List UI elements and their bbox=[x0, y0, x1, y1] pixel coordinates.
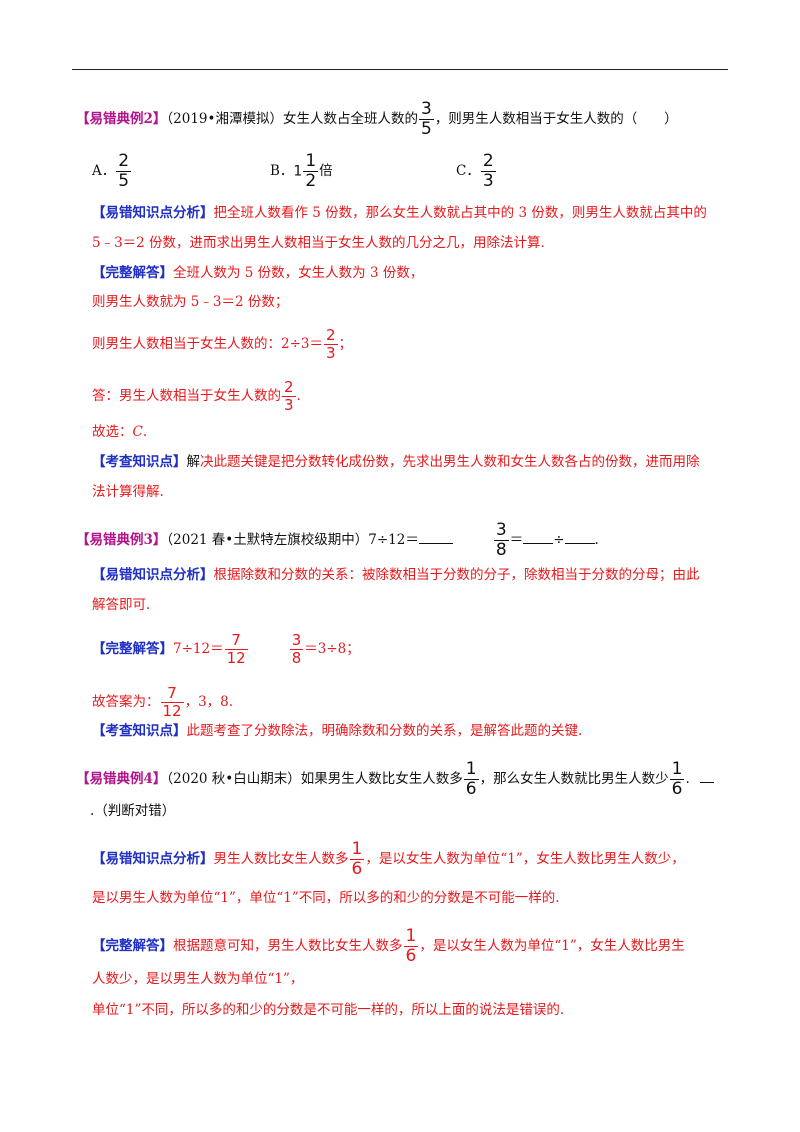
ex2-analysis: 【易错知识点分析】把全班人数看作 5 份数，那么女生人数就占其中的 3 份数，则… bbox=[92, 205, 707, 221]
ex2-source: （2019•湘潭模拟） bbox=[166, 111, 283, 127]
ex4-question: 【易错典例4】（2020 秋•白山期末）如果男生人数比女生人数多 1 6 ，那么女生人… bbox=[76, 761, 714, 798]
ex4-analysis: 【易错知识点分析】男生人数比女生人数多 1 6 ，是以女生人数为单位“1”，女生人数比… bbox=[92, 839, 685, 879]
ex3-analysis: 【易错知识点分析】根据除数和分数的关系：被除数相当于分数的分子，除数相当于分数的… bbox=[92, 567, 700, 583]
ex2-answer-tag: 【完整解答】 bbox=[92, 265, 173, 281]
header-rule bbox=[72, 69, 728, 70]
ex2-tag: 【易错典例2】 bbox=[76, 111, 167, 127]
ex2-point-tag: 【考查知识点】 bbox=[92, 454, 187, 470]
answer-blank bbox=[523, 531, 554, 544]
ex3-answer: 【完整解答】7÷12＝ 7 12 3 8 ＝3÷8； bbox=[92, 631, 360, 667]
answer-blank bbox=[418, 531, 453, 544]
answer-blank bbox=[564, 531, 595, 544]
ex4-answer: 【完整解答】根据题意可知，男生人数比女生人数多 1 6 ，是以女生人数为单位“1”，女… bbox=[92, 926, 685, 966]
option-a: A． 2 5 bbox=[92, 151, 132, 191]
option-c: C． 2 3 bbox=[456, 151, 496, 191]
ex4-tag: 【易错典例4】 bbox=[76, 771, 167, 787]
ex2-question: 【易错典例2】（2019•湘潭模拟）女生人数占全班人数的 3 5 ，则男生人数相当于女… bbox=[76, 99, 678, 139]
ex3-point: 【考查知识点】此题考查了分数除法，明确除数和分数的关系，是解答此题的关键. bbox=[92, 723, 583, 739]
ex3-question: 【易错典例3】（2021 春•土默特左旗校级期中）7÷12＝ 3 8 ＝ ÷. bbox=[76, 520, 599, 560]
ex2-answer: 【完整解答】全班人数为 5 份数，女生人数为 3 份数， bbox=[92, 265, 424, 281]
ex3-tag: 【易错典例3】 bbox=[76, 532, 167, 548]
ex2-point: 【考查知识点】解决此题关键是把分数转化成份数，先求出男生人数和女生人数各占的份数… bbox=[92, 454, 700, 470]
option-b: B．1 1 2 倍 bbox=[270, 151, 333, 191]
answer-blank bbox=[699, 770, 714, 783]
ex2-analysis-tag: 【易错知识点分析】 bbox=[92, 205, 214, 221]
